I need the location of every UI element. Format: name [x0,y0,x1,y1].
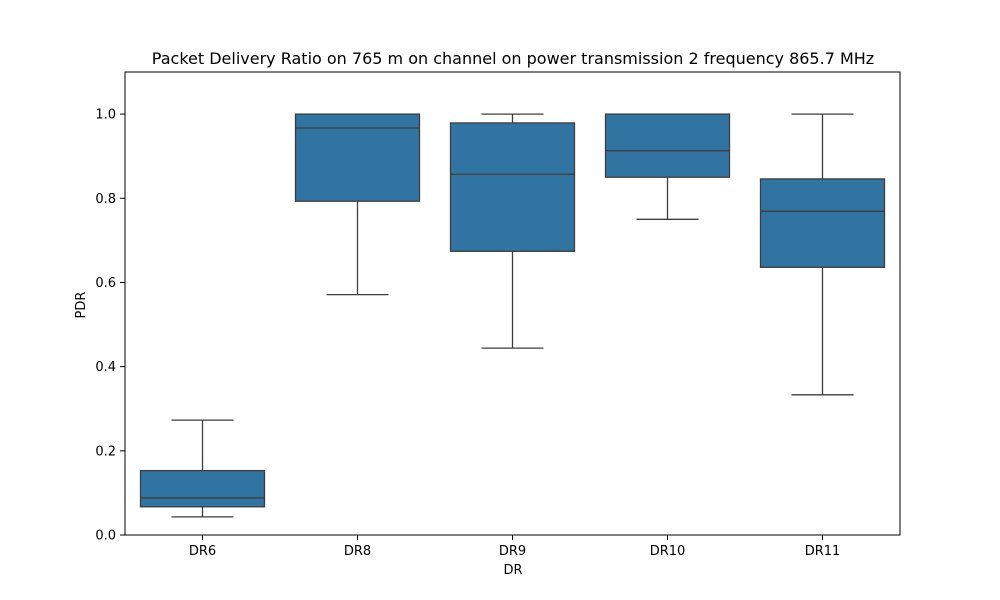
x-tick-label: DR10 [650,544,686,559]
box-dr8 [294,113,421,202]
y-tick-label: 1.0 [95,108,116,123]
y-tick-label: 0.6 [95,276,116,291]
box-dr6 [139,469,266,508]
box-dr9 [449,122,576,252]
x-axis-label: DR [503,563,522,578]
y-tick-label: 0.8 [95,192,116,207]
x-tick-label: DR8 [344,544,371,559]
x-tick-label: DR9 [499,544,526,559]
chart-title: Packet Delivery Ratio on 765 m on channe… [152,49,874,68]
y-tick-label: 0.0 [95,529,116,544]
y-tick-label: 0.4 [95,360,116,375]
plot-area: 0.0 0.2 0.4 0.6 0.8 1.0 DR6 DR8 DR9 DR10 DR11 [95,71,901,559]
box-dr10 [604,113,731,178]
y-tick-label: 0.2 [95,444,116,459]
x-tick-label: DR6 [189,544,216,559]
box-dr11 [759,178,886,268]
x-tick-label: DR11 [805,544,841,559]
y-axis-label: PDR [74,292,89,319]
